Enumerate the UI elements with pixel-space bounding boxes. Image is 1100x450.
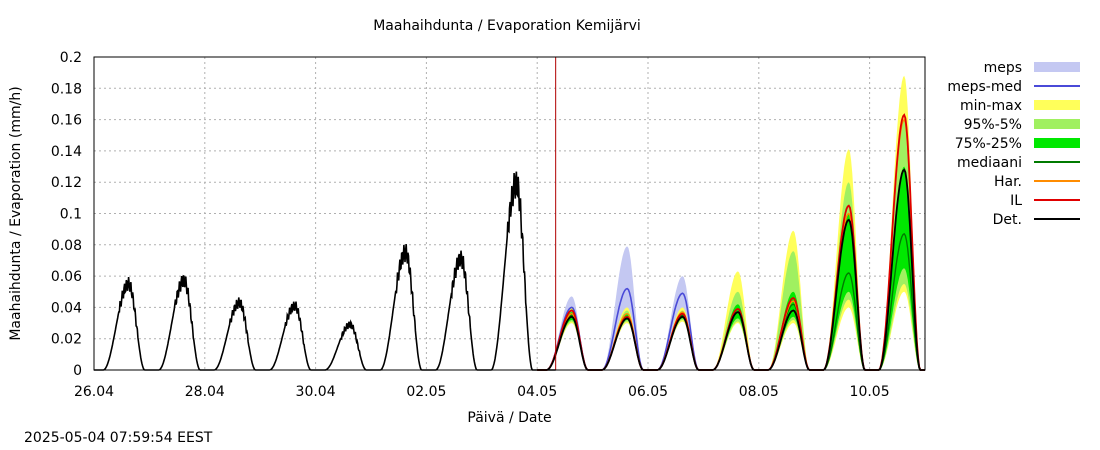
y-tick-label: 0.06 (51, 269, 82, 285)
y-tick-label: 0 (73, 363, 82, 379)
legend-label: Har. (994, 174, 1022, 190)
y-tick-label: 0.18 (51, 81, 82, 97)
legend-label: meps (984, 60, 1022, 76)
plot-frame (93, 56, 926, 371)
y-tick-label: 0.16 (51, 113, 82, 129)
x-tick-label: 26.04 (74, 384, 114, 400)
legend-swatch (1034, 119, 1080, 129)
y-tick-label: 0.14 (51, 144, 82, 160)
x-tick-label: 28.04 (185, 384, 225, 400)
y-tick-label: 0.2 (60, 50, 82, 66)
p75-p25-band (537, 166, 925, 370)
y-tick-label: 0.12 (51, 175, 82, 191)
legend-label: Det. (993, 212, 1022, 228)
det-line (537, 168, 925, 371)
x-tick-label: 08.05 (739, 384, 779, 400)
chart-title: Maahaihdunta / Evaporation Kemijärvi (373, 18, 641, 34)
observed-series-line (94, 171, 556, 371)
x-tick-label: 06.05 (628, 384, 668, 400)
y-axis-label: Maahaihdunta / Evaporation (mm/h) (8, 86, 24, 340)
timestamp: 2025-05-04 07:59:54 EEST (24, 430, 213, 446)
legend-label: 95%-5% (964, 117, 1022, 133)
legend-label: mediaani (957, 155, 1022, 171)
x-axis-label: Päivä / Date (467, 410, 551, 426)
y-tick-label: 0.02 (51, 332, 82, 348)
legend-swatch (1034, 100, 1080, 110)
legend-swatch (1034, 138, 1080, 148)
x-tick-label: 04.05 (517, 384, 557, 400)
legend-label: min-max (960, 98, 1022, 114)
meps-med-line (537, 287, 704, 371)
legend-label: meps-med (947, 79, 1022, 95)
legend-swatch (1034, 62, 1080, 72)
meps-band (537, 246, 704, 370)
x-tick-label: 10.05 (850, 384, 890, 400)
legend-label: IL (1010, 193, 1022, 209)
il-line (537, 113, 925, 371)
y-tick-label: 0.08 (51, 238, 82, 254)
x-tick-label: 02.05 (406, 384, 446, 400)
legend-label: 75%-25% (955, 136, 1022, 152)
y-tick-label: 0.1 (60, 207, 82, 223)
y-tick-label: 0.04 (51, 300, 82, 316)
x-tick-label: 30.04 (296, 384, 336, 400)
